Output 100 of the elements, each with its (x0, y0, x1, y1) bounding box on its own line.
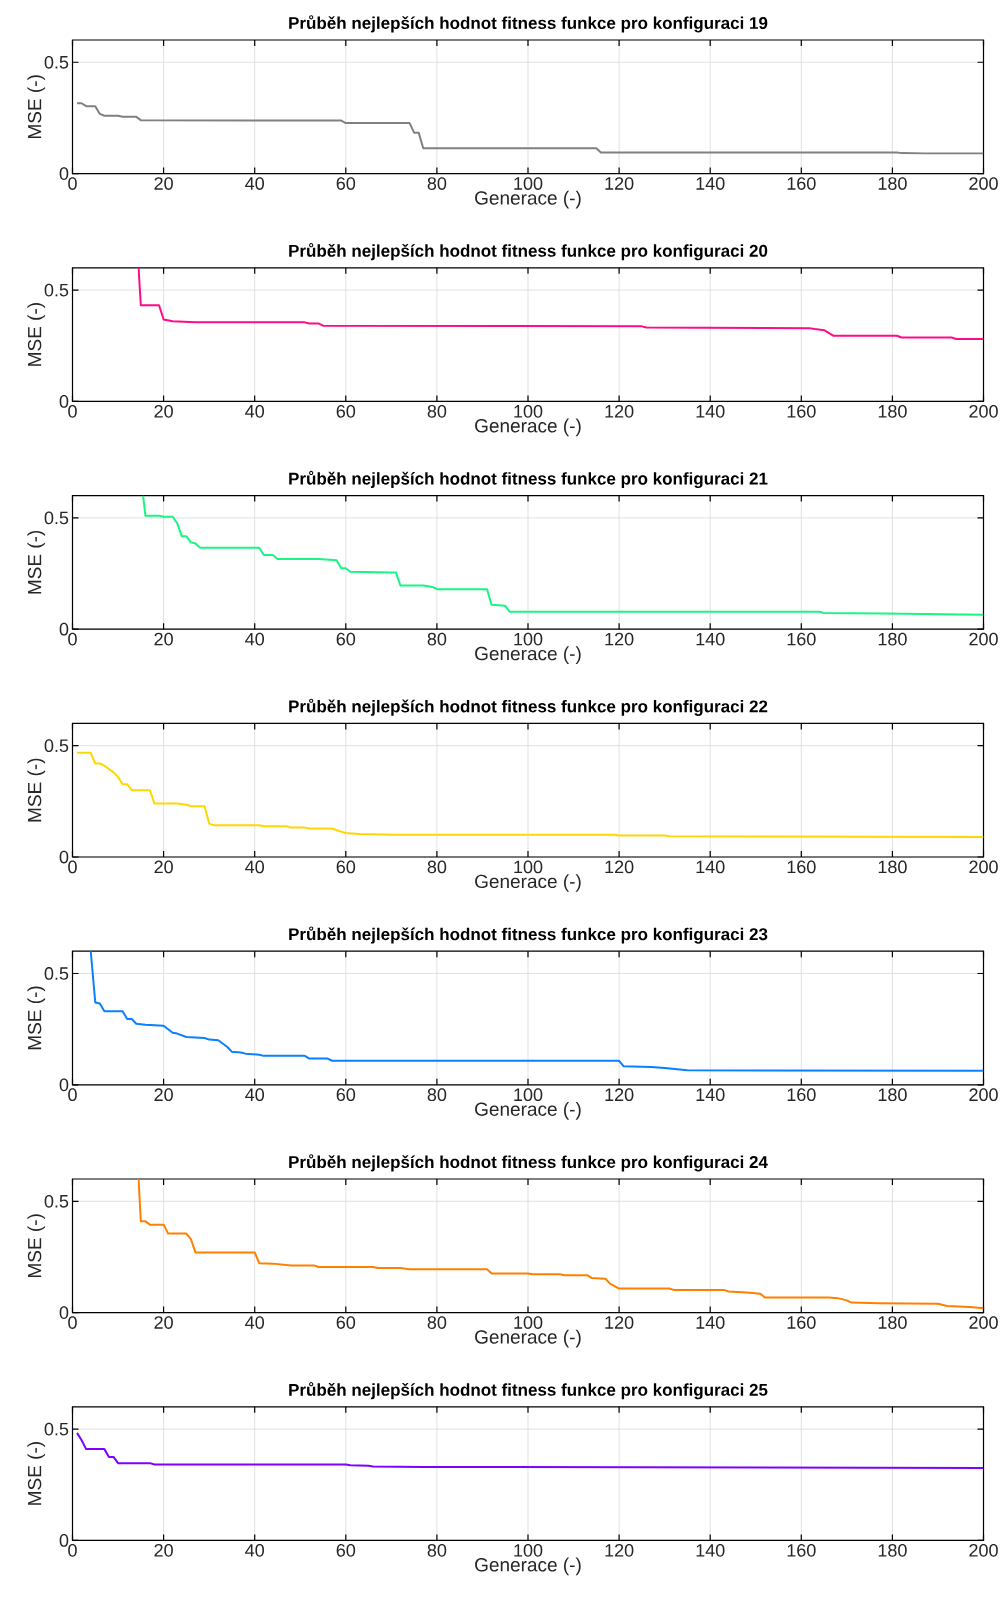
x-axis-title: Generace (-) (475, 1101, 581, 1120)
chart-title: Průběh nejlepších hodnot fitness funkce pro konfiguraci 22 (289, 698, 768, 716)
x-tick-label: 20 (154, 1316, 173, 1329)
y-tick-label: 0 (59, 622, 69, 636)
y-axis-title: MSE (-) (27, 1214, 46, 1277)
x-tick-label: 60 (336, 404, 356, 418)
x-tick-label: 140 (696, 1316, 725, 1329)
x-tick-label: 120 (605, 1543, 634, 1557)
x-tick-label: 40 (245, 1543, 265, 1557)
x-tick-label: 160 (787, 632, 816, 646)
x-tick-label: 180 (878, 632, 907, 646)
x-tick-label: 0 (68, 177, 77, 190)
y-axis-title: MSE (-) (27, 303, 46, 366)
x-tick-label: 180 (878, 1316, 907, 1329)
x-tick-label: 20 (154, 1088, 173, 1102)
y-tick-label: 0 (59, 395, 69, 408)
chart-title: Průběh nejlepších hodnot fitness funkce pro konfiguraci 19 (289, 15, 768, 33)
y-tick-label: 0.5 (44, 1194, 69, 1208)
x-tick-label: 120 (605, 860, 634, 874)
y-tick-label: 0 (59, 1078, 69, 1092)
y-tick-label: 0.5 (44, 55, 69, 69)
x-axis-title: Generace (-) (475, 190, 581, 209)
x-tick-label: 160 (787, 1088, 816, 1102)
x-tick-label: 120 (605, 177, 634, 190)
y-axis-title: MSE (-) (27, 530, 46, 594)
chart-title: Průběh nejlepších hodnot fitness funkce pro konfiguraci 20 (289, 243, 768, 261)
x-tick-label: 100 (514, 177, 543, 190)
x-tick-label: 200 (969, 404, 998, 418)
line-series (76, 1431, 984, 1470)
x-tick-label: 180 (878, 1543, 907, 1557)
x-tick-label: 180 (878, 404, 907, 418)
y-tick-label: 0.5 (44, 967, 69, 980)
x-tick-label: 140 (696, 1088, 725, 1102)
x-tick-label: 20 (154, 404, 173, 418)
x-tick-label: 200 (969, 860, 998, 874)
x-tick-label: 40 (245, 404, 265, 418)
x-tick-label: 100 (514, 404, 543, 418)
x-tick-label: 60 (336, 1088, 356, 1102)
chart-title: Průběh nejlepších hodnot fitness funkce pro konfiguraci 24 (289, 1154, 768, 1172)
x-tick-label: 140 (696, 860, 725, 874)
chart-title: Průběh nejlepších hodnot fitness funkce pro konfiguraci 21 (289, 470, 768, 489)
line-series (76, 751, 984, 838)
x-tick-label: 200 (969, 177, 998, 190)
y-tick-label: 0.5 (44, 739, 69, 753)
x-tick-label: 0 (68, 1316, 77, 1329)
y-axis-title: MSE (-) (27, 758, 46, 822)
y-tick-label: 0.5 (44, 511, 69, 525)
x-tick-label: 100 (514, 632, 543, 646)
x-axis-title: Generace (-) (475, 1557, 581, 1576)
y-tick-label: 0 (59, 1306, 69, 1319)
y-tick-label: 0 (59, 850, 69, 864)
x-tick-label: 40 (245, 632, 265, 646)
x-tick-label: 100 (514, 860, 543, 874)
x-tick-label: 140 (696, 1543, 725, 1557)
x-tick-label: 20 (154, 1543, 173, 1557)
x-tick-label: 160 (787, 860, 816, 874)
x-tick-label: 160 (787, 1543, 816, 1557)
x-tick-label: 80 (427, 1316, 447, 1329)
x-tick-label: 80 (427, 632, 447, 646)
x-tick-label: 40 (245, 177, 265, 190)
x-tick-label: 40 (245, 860, 265, 874)
x-tick-label: 80 (427, 1543, 447, 1557)
x-tick-label: 100 (514, 1316, 543, 1329)
x-tick-label: 140 (696, 632, 725, 646)
line-series (137, 1179, 984, 1310)
x-tick-label: 60 (336, 177, 356, 190)
x-tick-label: 200 (969, 1088, 998, 1102)
x-tick-label: 160 (787, 177, 816, 190)
x-tick-label: 20 (154, 177, 173, 190)
y-tick-label: 0 (59, 1534, 69, 1547)
line-series (137, 267, 984, 341)
y-axis-title: MSE (-) (27, 986, 46, 1050)
x-axis-title: Generace (-) (475, 418, 581, 437)
x-tick-label: 180 (878, 860, 907, 874)
x-tick-label: 60 (336, 632, 356, 646)
x-tick-label: 60 (336, 1543, 356, 1557)
x-tick-label: 100 (514, 1543, 543, 1557)
x-tick-label: 120 (605, 1088, 634, 1102)
x-tick-label: 80 (427, 1088, 447, 1102)
x-tick-label: 200 (969, 632, 998, 646)
x-tick-label: 40 (245, 1088, 265, 1102)
x-axis-title: Generace (-) (475, 646, 581, 665)
x-tick-label: 180 (878, 177, 907, 190)
x-tick-label: 120 (605, 404, 634, 418)
y-tick-label: 0.5 (44, 283, 69, 297)
x-tick-label: 120 (605, 1316, 634, 1329)
x-tick-label: 200 (969, 1543, 998, 1557)
x-tick-label: 140 (696, 404, 725, 418)
x-axis-title: Generace (-) (475, 1329, 581, 1348)
x-tick-label: 160 (787, 404, 816, 418)
x-tick-label: 20 (154, 860, 173, 874)
x-tick-label: 160 (787, 1316, 816, 1329)
y-tick-label: 0 (59, 167, 69, 180)
x-tick-label: 80 (427, 404, 447, 418)
x-tick-label: 200 (969, 1316, 998, 1329)
x-tick-label: 60 (336, 1316, 356, 1329)
line-series (142, 495, 984, 616)
x-tick-label: 80 (427, 860, 447, 874)
x-axis-title: Generace (-) (475, 874, 581, 892)
chart-title: Průběh nejlepších hodnot fitness funkce pro konfiguraci 25 (289, 1382, 768, 1400)
